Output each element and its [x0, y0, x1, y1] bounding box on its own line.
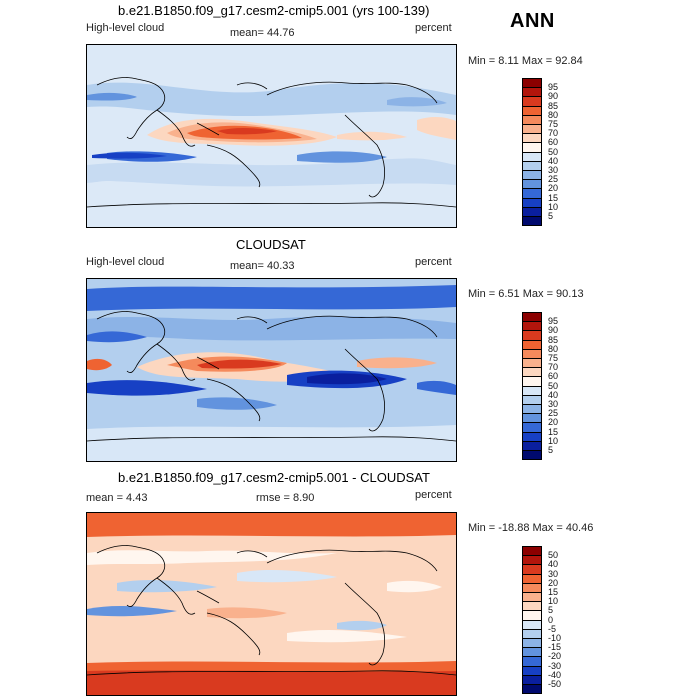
colorbar-swatch — [522, 450, 542, 461]
season-label: ANN — [510, 10, 555, 32]
colorbar-label: 30 — [548, 568, 559, 579]
colorbar-label: 40 — [548, 155, 559, 166]
colorbar-label: 5 — [548, 605, 554, 616]
colorbar-label: 30 — [548, 399, 559, 409]
panel-3-map — [86, 512, 457, 696]
colorbar-label: 85 — [548, 334, 559, 345]
colorbar-label: 80 — [548, 343, 559, 354]
colorbar-label: 40 — [548, 559, 559, 570]
colorbar-label: 90 — [548, 91, 559, 102]
colorbar-label: 70 — [548, 362, 559, 373]
colorbar-label: 20 — [548, 183, 559, 194]
panel-1-variable-label: High-level cloud — [86, 22, 165, 34]
colorbar-label: -5 — [548, 623, 557, 634]
panel-1-title: b.e21.B1850.f09_g17.cesm2-cmip5.001 (yrs… — [118, 3, 430, 18]
colorbar-label: 15 — [548, 426, 559, 437]
colorbar-label: 95 — [548, 316, 559, 327]
colorbar-label: 10 — [548, 596, 559, 607]
panel-2-title: CLOUDSAT — [236, 237, 306, 252]
colorbar-label: 15 — [548, 192, 559, 203]
colorbar-label: -10 — [548, 633, 562, 643]
colorbar-label: 5 — [548, 445, 554, 455]
panel-2-minmax: Min = 6.51 Max = 90.13 — [468, 288, 584, 300]
colorbar-label: 40 — [548, 389, 559, 400]
colorbar-label: 15 — [548, 587, 559, 597]
panel-2-map — [86, 278, 457, 462]
colorbar-label: 25 — [548, 174, 559, 185]
colorbar-label: -30 — [548, 660, 562, 671]
colorbar-label: 10 — [548, 435, 559, 446]
colorbar-label: 70 — [548, 128, 559, 139]
panel-1-mean: mean= 44.76 — [230, 27, 295, 39]
panel-3-mean: mean = 4.43 — [86, 492, 148, 504]
colorbar-label: 75 — [548, 353, 559, 363]
colorbar-swatch — [522, 684, 542, 695]
colorbar-label: 80 — [548, 109, 559, 120]
panel-1-minmax: Min = 8.11 Max = 92.84 — [468, 55, 583, 67]
panel-2-variable-label: High-level cloud — [86, 256, 165, 268]
colorbar-label: 10 — [548, 201, 559, 212]
colorbar-label: 30 — [548, 165, 559, 175]
colorbar-label: -20 — [548, 651, 562, 662]
colorbar-label: 0 — [548, 614, 554, 625]
colorbar-label: 60 — [548, 137, 559, 148]
colorbar-label: 50 — [548, 550, 559, 561]
panel-3-rmse: rmse = 8.90 — [256, 492, 315, 504]
colorbar-label: 85 — [548, 100, 559, 111]
panel-1-units: percent — [415, 22, 452, 34]
colorbar-label: 20 — [548, 417, 559, 428]
colorbar-label: 50 — [548, 146, 559, 157]
colorbar-label: 75 — [548, 119, 559, 129]
panel-1-map — [86, 44, 457, 228]
panel-2-mean: mean= 40.33 — [230, 260, 295, 272]
colorbar-label: 90 — [548, 325, 559, 336]
colorbar-label: -15 — [548, 642, 562, 653]
colorbar-label: 95 — [548, 82, 559, 93]
colorbar-label: 20 — [548, 577, 559, 588]
colorbar-label: 60 — [548, 371, 559, 382]
colorbar-swatch — [522, 216, 542, 227]
panel-2-units: percent — [415, 256, 452, 268]
panel-3-minmax: Min = -18.88 Max = 40.46 — [468, 522, 594, 534]
panel-3-units: percent — [415, 489, 452, 501]
colorbar-label: -50 — [548, 679, 562, 689]
colorbar-label: 5 — [548, 211, 554, 221]
panel-3-title: b.e21.B1850.f09_g17.cesm2-cmip5.001 - CL… — [118, 470, 430, 485]
colorbar-label: 25 — [548, 408, 559, 419]
colorbar-label: 50 — [548, 380, 559, 391]
colorbar-label: -40 — [548, 669, 562, 680]
